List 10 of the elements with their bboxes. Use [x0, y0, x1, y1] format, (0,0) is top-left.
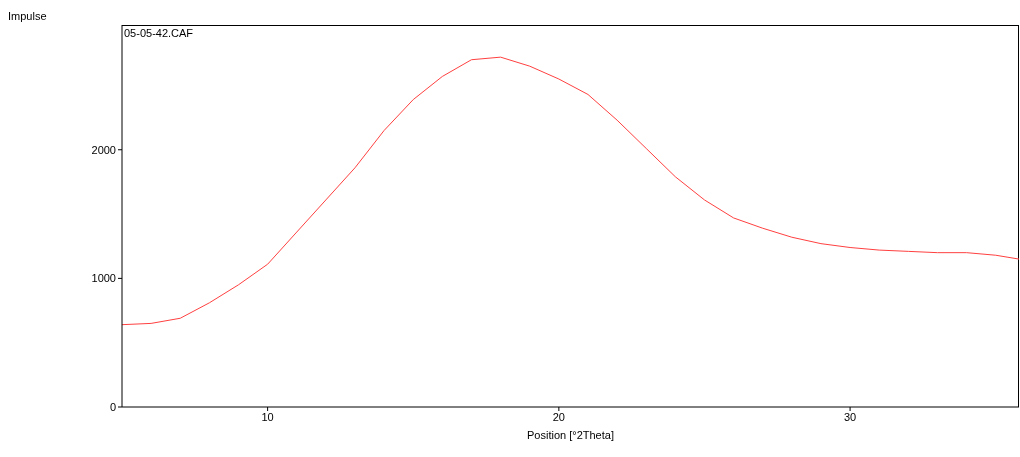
annotation: 05-05-42.CAF	[124, 27, 194, 39]
y-tick-label: 2000	[91, 143, 116, 156]
line-series	[122, 56, 1019, 326]
y-axis-title: Impulse	[8, 10, 47, 22]
x-axis-title: Position [°2Theta]	[527, 429, 614, 441]
x-tick-label: 10	[261, 410, 274, 423]
y-tick-label: 0	[109, 400, 116, 413]
x-tick-label: 20	[552, 410, 565, 423]
x-tick-label: 30	[843, 410, 857, 423]
y-tick-label: 1000	[91, 272, 116, 285]
